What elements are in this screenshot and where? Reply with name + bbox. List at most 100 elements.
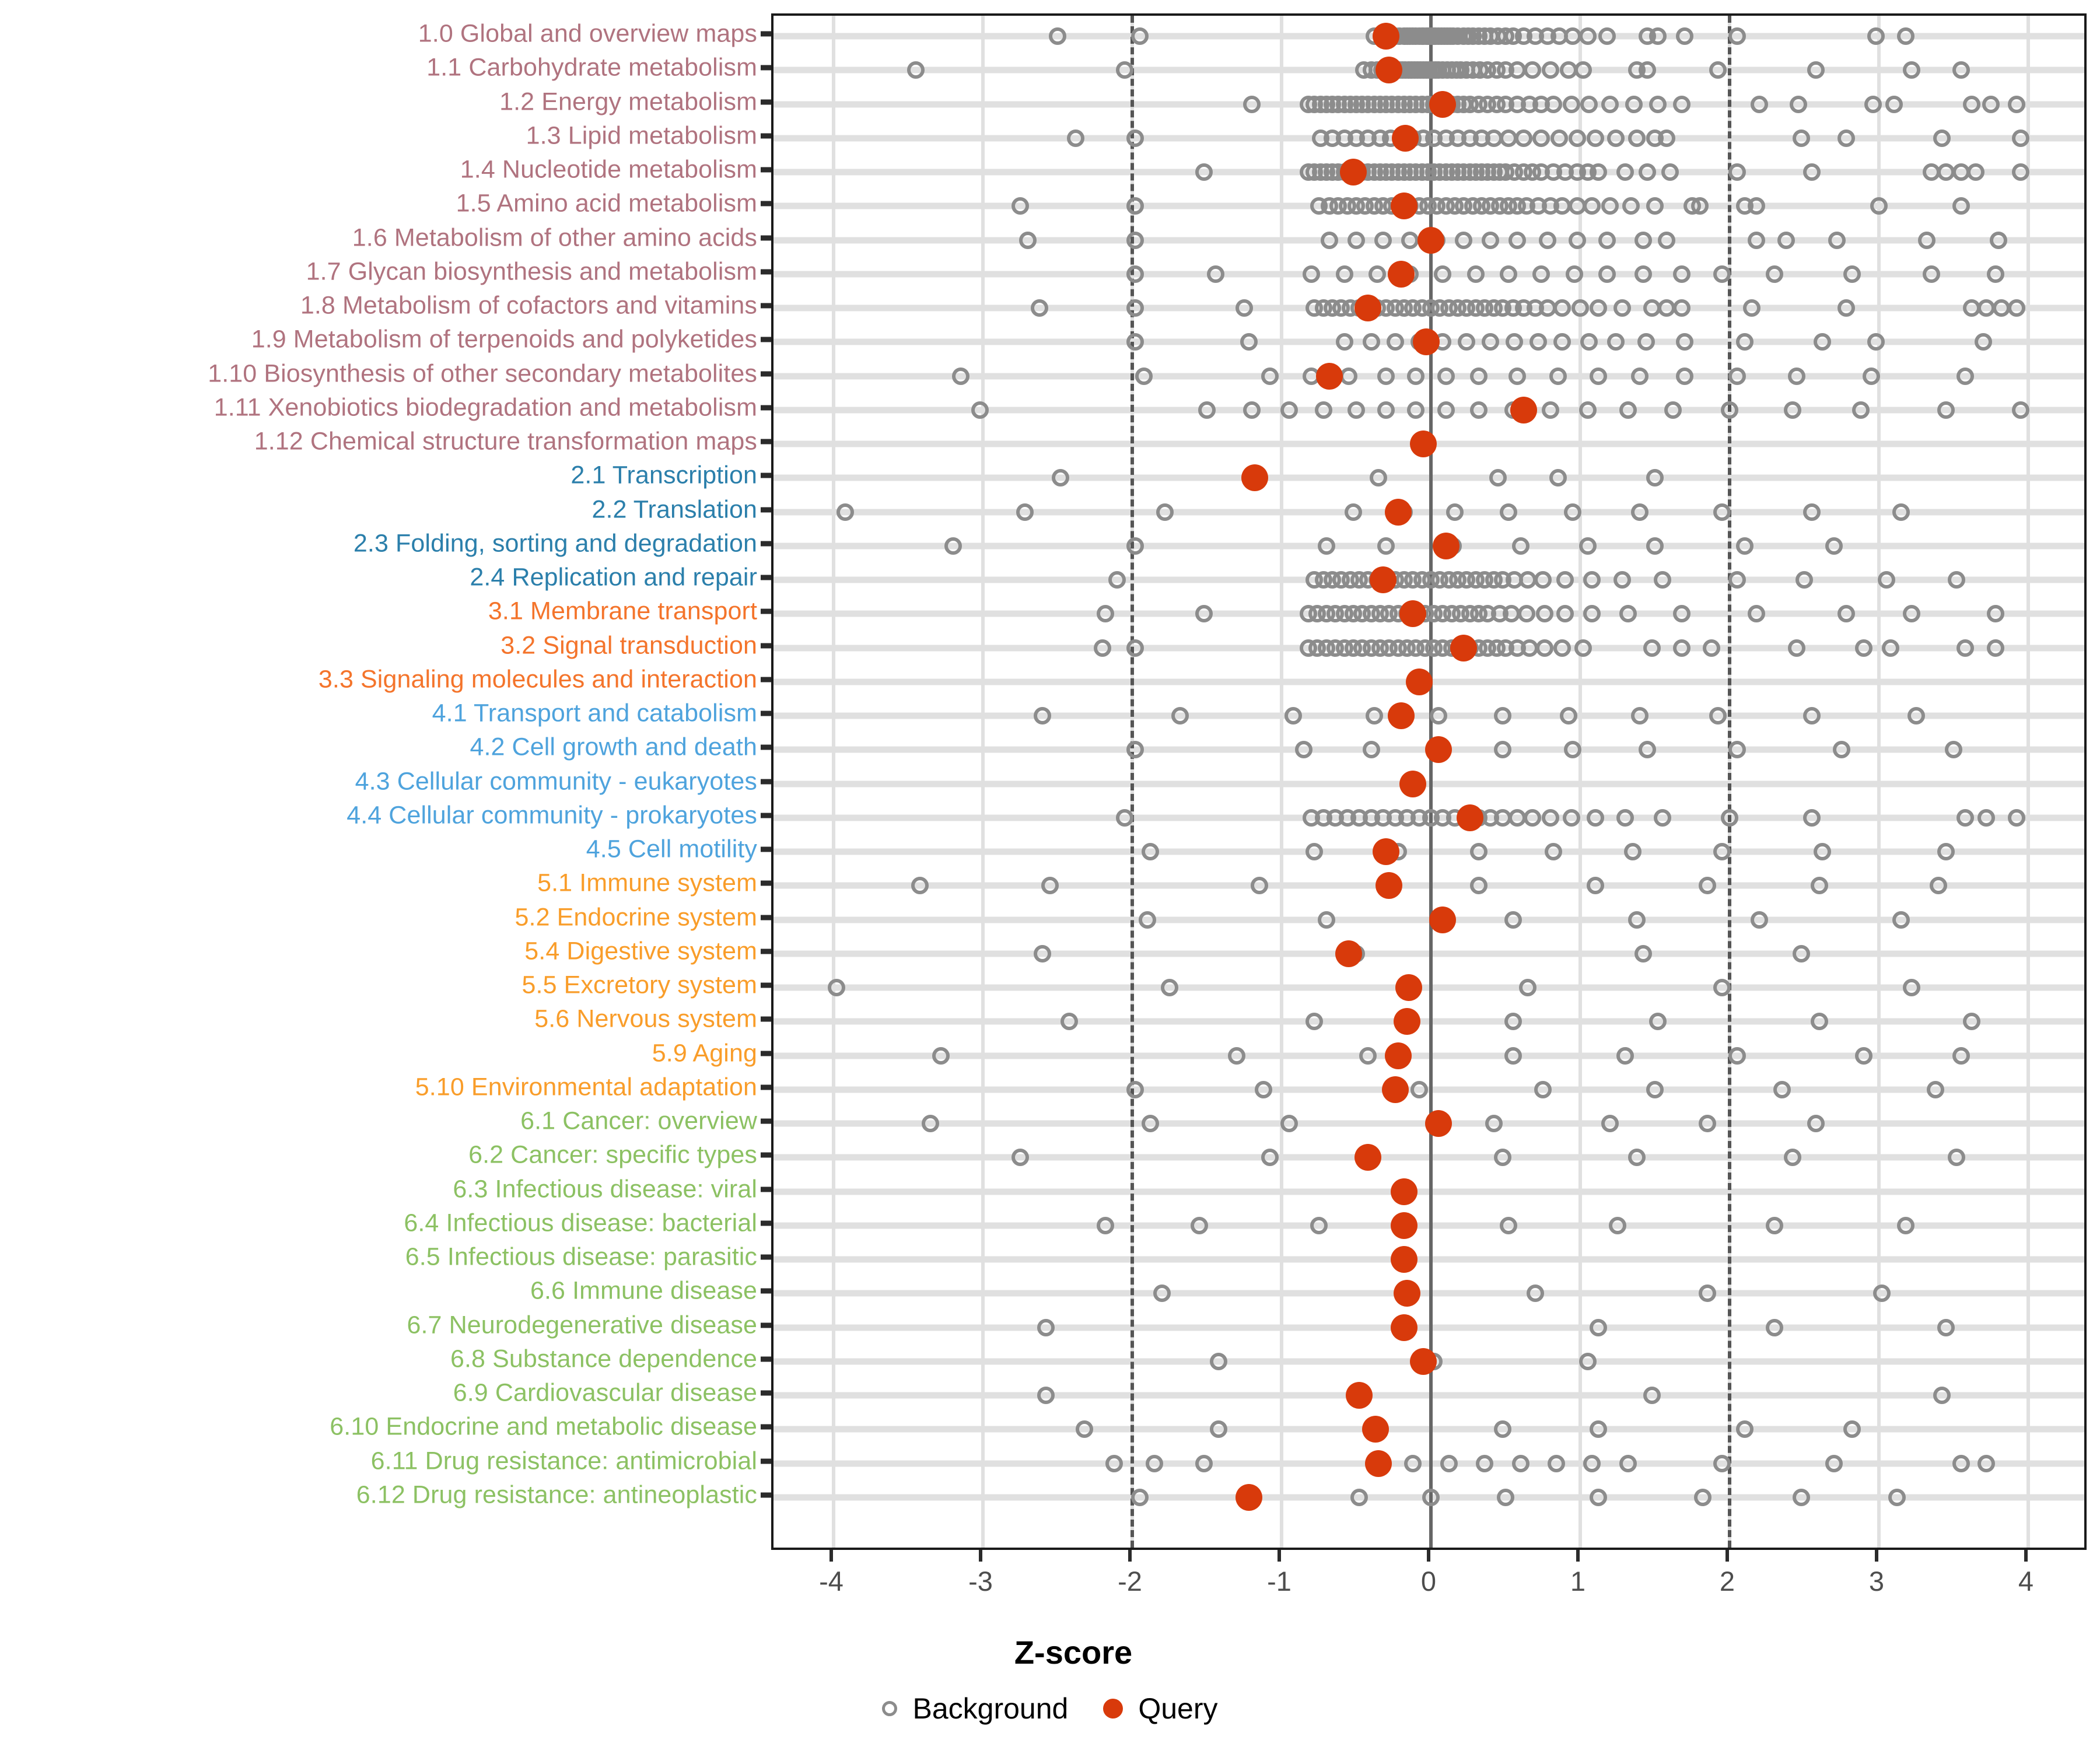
y-axis-tick <box>761 31 771 37</box>
query-point[interactable] <box>1424 736 1452 764</box>
query-point[interactable] <box>1456 804 1483 831</box>
background-point <box>1622 197 1640 215</box>
background-point <box>1589 1420 1607 1438</box>
query-point[interactable] <box>1390 192 1418 220</box>
query-point[interactable] <box>1418 226 1444 254</box>
background-point <box>1952 61 1970 79</box>
query-point[interactable] <box>1390 1314 1418 1341</box>
background-point <box>1517 605 1535 623</box>
query-point[interactable] <box>1387 702 1415 729</box>
background-point <box>1852 401 1870 419</box>
background-point <box>1280 401 1298 419</box>
query-point[interactable] <box>1429 90 1457 118</box>
reference-line-dashed <box>1130 16 1134 1548</box>
background-point <box>1646 1080 1664 1098</box>
query-point[interactable] <box>1394 1008 1421 1035</box>
query-point[interactable] <box>1413 328 1440 356</box>
query-point[interactable] <box>1370 566 1397 593</box>
background-point <box>1843 265 1861 283</box>
query-point[interactable] <box>1410 1348 1437 1375</box>
background-point <box>1634 231 1652 249</box>
plot-panel <box>771 13 2087 1550</box>
query-point[interactable] <box>1339 159 1367 186</box>
y-axis-label: 5.10 Environmental adaptation <box>415 1073 757 1101</box>
query-point[interactable] <box>1235 1483 1262 1511</box>
background-point <box>1446 503 1464 521</box>
query-point[interactable] <box>1405 668 1433 695</box>
y-axis-label: 2.2 Translation <box>592 495 757 523</box>
y-axis-tick <box>761 846 771 852</box>
y-axis-tick <box>761 1016 771 1022</box>
background-point <box>1957 808 1975 827</box>
background-point <box>1843 1420 1861 1438</box>
background-point <box>1556 571 1574 589</box>
query-point[interactable] <box>1410 430 1437 457</box>
query-point[interactable] <box>1365 1450 1392 1477</box>
y-axis-label: 6.11 Drug resistance: antimicrobial <box>370 1447 757 1475</box>
query-point[interactable] <box>1354 295 1382 321</box>
query-point[interactable] <box>1376 872 1403 900</box>
background-point <box>1037 1318 1055 1336</box>
background-point <box>1562 95 1580 113</box>
y-axis-label: 4.5 Cell motility <box>586 835 757 863</box>
query-point[interactable] <box>1373 23 1400 50</box>
horizontal-gridline <box>774 1426 2084 1433</box>
query-point[interactable] <box>1335 940 1363 967</box>
background-point <box>1748 231 1766 249</box>
query-point[interactable] <box>1354 1144 1382 1171</box>
y-axis-label: 6.4 Infectious disease: bacterial <box>404 1209 757 1237</box>
background-point <box>1583 605 1601 623</box>
query-point[interactable] <box>1395 974 1422 1001</box>
y-axis-label: 6.5 Infectious disease: parasitic <box>405 1242 757 1271</box>
background-point <box>1833 741 1850 759</box>
query-point[interactable] <box>1450 634 1478 662</box>
background-point <box>951 367 970 385</box>
background-point <box>1882 639 1900 657</box>
query-point[interactable] <box>1376 57 1403 84</box>
query-point[interactable] <box>1387 260 1415 288</box>
query-point[interactable] <box>1510 396 1537 424</box>
query-point[interactable] <box>1429 906 1457 933</box>
background-point <box>1589 1488 1607 1506</box>
background-point <box>1765 1216 1783 1234</box>
background-point <box>1306 1013 1324 1031</box>
query-point[interactable] <box>1390 1178 1418 1205</box>
query-point[interactable] <box>1381 1076 1409 1103</box>
query-point[interactable] <box>1390 1212 1418 1239</box>
horizontal-gridline <box>774 1460 2084 1466</box>
y-axis-label: 3.1 Membrane transport <box>488 597 757 625</box>
background-point <box>1469 877 1488 895</box>
background-point <box>1578 537 1597 555</box>
query-point[interactable] <box>1362 1416 1390 1443</box>
query-point[interactable] <box>1399 600 1427 628</box>
background-point <box>1957 367 1975 385</box>
query-point[interactable] <box>1384 1042 1412 1069</box>
background-point <box>1828 231 1846 249</box>
background-point <box>1908 707 1925 724</box>
query-point[interactable] <box>1394 1280 1421 1307</box>
legend-item-background[interactable]: Background <box>882 1692 1068 1726</box>
query-point[interactable] <box>1392 124 1419 152</box>
query-point[interactable] <box>1346 1382 1373 1409</box>
background-point <box>1892 503 1910 521</box>
background-point <box>1586 877 1604 895</box>
y-axis-tick <box>761 575 771 580</box>
background-point <box>1673 265 1691 283</box>
legend-item-query[interactable]: Query <box>1103 1692 1218 1726</box>
background-point <box>1317 537 1335 555</box>
y-axis-tick <box>761 1254 771 1260</box>
query-point[interactable] <box>1241 464 1268 492</box>
query-point[interactable] <box>1399 770 1427 797</box>
x-axis-tick <box>1278 1550 1281 1562</box>
query-point[interactable] <box>1315 362 1343 390</box>
horizontal-gridline <box>774 373 2084 379</box>
background-point <box>1093 639 1111 657</box>
background-point <box>1792 129 1810 147</box>
background-point <box>1634 944 1652 963</box>
query-point[interactable] <box>1390 1246 1418 1273</box>
query-point[interactable] <box>1384 498 1412 526</box>
background-point <box>1489 469 1507 487</box>
query-point[interactable] <box>1424 1110 1452 1137</box>
query-point[interactable] <box>1373 838 1400 865</box>
query-point[interactable] <box>1432 532 1460 559</box>
